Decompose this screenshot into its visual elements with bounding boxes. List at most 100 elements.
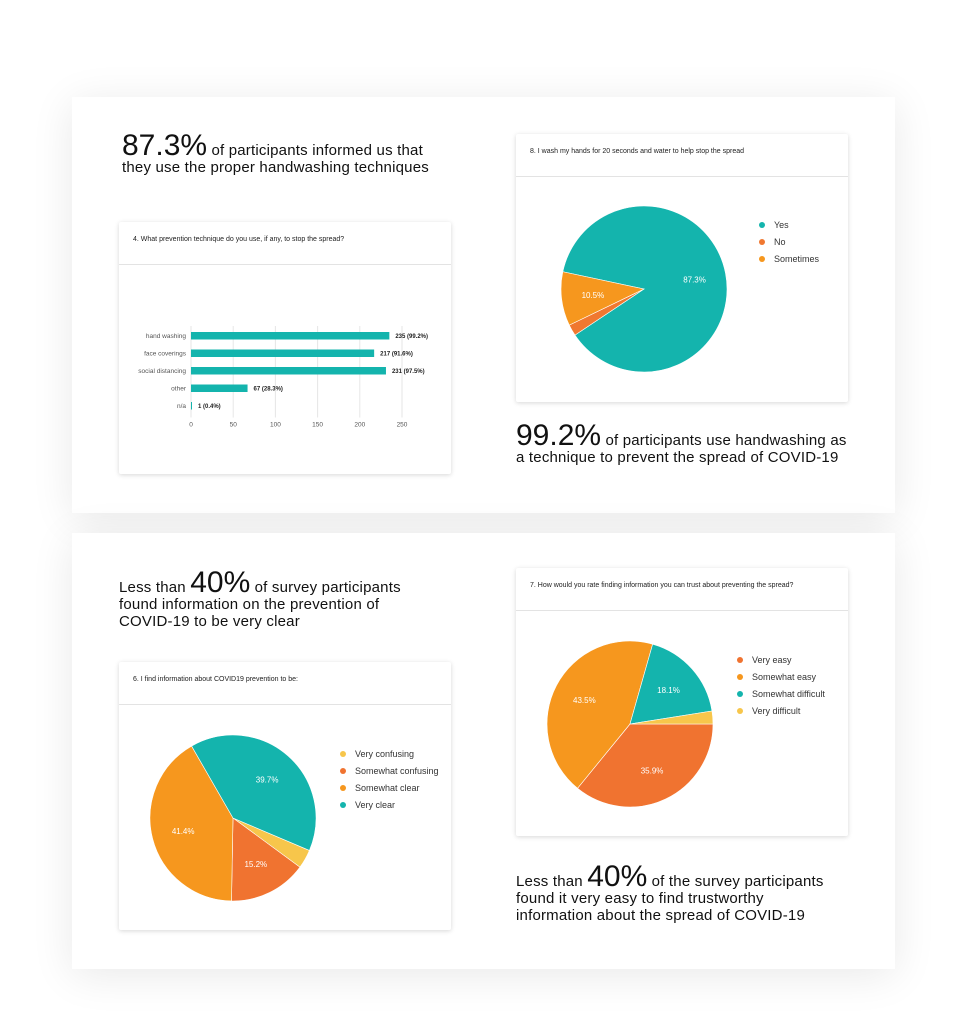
stat-text: of the survey participants — [647, 873, 824, 890]
legend-swatch — [340, 767, 346, 774]
bar-data-label: 235 (99.2%) — [395, 334, 428, 340]
category-label: hand washing — [146, 333, 186, 340]
card-wash-20-seconds: 8. I wash my hands for 20 seconds and wa… — [516, 134, 848, 402]
legend-label: Yes — [774, 219, 789, 230]
stat-text-line3: COVID-19 to be very clear — [119, 613, 300, 630]
x-tick-label: 50 — [230, 422, 238, 429]
legend-item[interactable]: Very difficult — [737, 702, 825, 719]
x-tick-label: 200 — [354, 422, 365, 429]
category-label: other — [171, 386, 187, 393]
trust-pie-chart: 35.9% 43.5% 18.1% — [546, 640, 714, 808]
stat-text: of survey participants — [250, 579, 401, 596]
pie-slice — [577, 723, 714, 808]
stat-very-easy: Less than 40% of the survey participants… — [516, 862, 896, 925]
card-divider — [119, 704, 451, 705]
legend-item[interactable]: Yes — [759, 216, 819, 233]
x-tick-label: 0 — [189, 422, 193, 429]
stat-text-line2: found information on the prevention of — [119, 596, 380, 613]
legend-label: Somewhat easy — [752, 671, 817, 682]
slice-label: 10.5% — [582, 291, 605, 300]
legend-label: Very difficult — [752, 705, 801, 716]
stat-pre: Less than — [516, 873, 588, 890]
legend-item[interactable]: Sometimes — [759, 250, 819, 267]
pie-slice — [629, 710, 714, 725]
legend-label: Very confusing — [355, 748, 415, 759]
chart-title: 4. What prevention technique do you use,… — [133, 236, 345, 243]
bar-data-label: 67 (28.3%) — [254, 387, 283, 393]
stat-text-line2: found it very easy to find trustworthy — [516, 890, 764, 907]
slice-label: 39.7% — [256, 775, 279, 784]
pie-slice — [191, 734, 317, 851]
pie-slice — [231, 817, 301, 902]
slice-label: 35.9% — [641, 766, 664, 775]
x-tick-label: 100 — [270, 422, 281, 429]
stat-big-number: 99.2% — [516, 419, 602, 452]
legend-item[interactable]: No — [759, 233, 819, 250]
stat-handwashing-use: 99.2% of participants use handwashing as… — [516, 421, 896, 467]
legend-item[interactable]: Somewhat difficult — [737, 685, 825, 702]
card-trustworthy-information: 7. How would you rate finding informatio… — [516, 568, 848, 836]
bar — [191, 349, 375, 357]
legend-label: No — [774, 236, 786, 247]
card-divider — [119, 264, 451, 265]
slice-label: 87.3% — [683, 275, 706, 284]
legend-swatch — [340, 784, 346, 791]
stat-big-number: 87.3% — [122, 129, 208, 162]
legend-swatch — [759, 255, 765, 262]
legend-swatch — [737, 707, 743, 714]
slice-label: 18.1% — [657, 686, 680, 695]
legend-label: Very easy — [752, 654, 792, 665]
category-label: social distancing — [138, 368, 186, 375]
bar — [191, 332, 390, 340]
legend-item[interactable]: Somewhat confusing — [340, 762, 439, 779]
bar — [191, 384, 248, 392]
stat-handwashing-techniques: 87.3% of participants informed us that t… — [122, 131, 482, 177]
wash-pie-chart: 87.3% 10.5% — [560, 205, 728, 373]
legend-swatch — [759, 238, 765, 245]
stat-big-number: 40% — [190, 566, 251, 599]
legend: Yes No Sometimes — [759, 216, 819, 267]
card-prevention-technique: 4. What prevention technique do you use,… — [119, 222, 451, 474]
bar-data-label: 217 (91.6%) — [380, 352, 413, 358]
legend-swatch — [340, 801, 346, 808]
pie-slice — [149, 745, 234, 902]
prevention-bar-chart: 0 50 100 150 200 250 hand washing 235 (99.2%) fa… — [138, 326, 428, 429]
bar — [191, 402, 192, 410]
pie-slice — [560, 271, 645, 326]
legend-item[interactable]: Somewhat clear — [340, 779, 439, 796]
chart-title: 7. How would you rate finding informatio… — [530, 582, 794, 589]
legend-label: Somewhat clear — [355, 782, 420, 793]
legend-label: Sometimes — [774, 253, 820, 264]
stat-very-clear: Less than 40% of survey participants fou… — [119, 568, 479, 631]
legend: Very easy Somewhat easy Somewhat difficult… — [737, 651, 825, 719]
legend-swatch — [759, 221, 765, 228]
x-tick-label: 150 — [312, 422, 323, 429]
chart-title: 8. I wash my hands for 20 seconds and wa… — [530, 148, 745, 155]
slice-label: 43.5% — [573, 696, 596, 705]
legend: Very confusing Somewhat confusing Somewhat… — [340, 745, 439, 813]
bar — [191, 367, 386, 375]
legend-label: Somewhat difficult — [752, 688, 825, 699]
card-divider — [516, 610, 848, 611]
stat-pre: Less than — [119, 579, 191, 596]
legend-item[interactable]: Somewhat easy — [737, 668, 825, 685]
legend-label: Somewhat confusing — [355, 765, 439, 776]
stat-text: of participants use handwashing as — [601, 432, 847, 449]
legend-swatch — [340, 750, 346, 757]
x-tick-label: 250 — [397, 422, 408, 429]
category-label: n/a — [177, 403, 186, 410]
legend-item[interactable]: Very confusing — [340, 745, 439, 762]
bar-data-label: 231 (97.5%) — [392, 369, 425, 375]
slice-label: 15.2% — [244, 860, 267, 869]
pie-slice — [562, 205, 728, 373]
bar-data-label: 1 (0.4%) — [198, 404, 221, 410]
legend-item[interactable]: Very easy — [737, 651, 825, 668]
stat-big-number: 40% — [587, 860, 648, 893]
chart-title: 6. I find information about COVID19 prev… — [133, 676, 298, 683]
slice-label: 41.4% — [172, 827, 195, 836]
stat-text-line3: information about the spread of COVID-19 — [516, 907, 805, 924]
category-label: face coverings — [144, 351, 187, 358]
legend-swatch — [737, 690, 743, 697]
legend-item[interactable]: Very clear — [340, 796, 439, 813]
pie-slice — [546, 640, 654, 789]
